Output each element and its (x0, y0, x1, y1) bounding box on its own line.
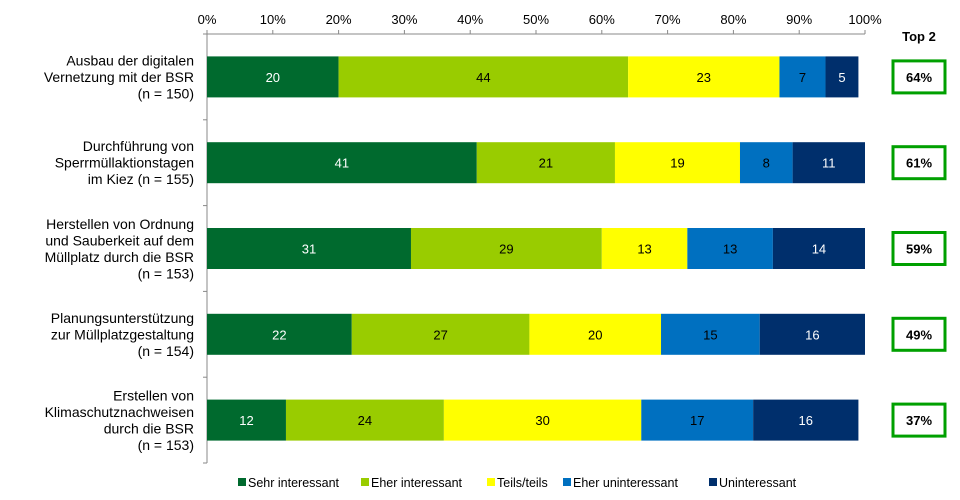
bar-data-label: 19 (670, 156, 684, 171)
bar-segment (351, 313, 530, 355)
bar-segment (628, 56, 780, 98)
x-tick-label: 0% (198, 12, 217, 27)
bar-segment (207, 228, 411, 269)
top2-box (891, 145, 947, 181)
bar-data-label: 20 (588, 327, 602, 342)
category-label: Durchführung von Sperrmüllaktionstagen im … (55, 138, 194, 187)
bar-segment (207, 56, 339, 98)
bar-segment (207, 399, 286, 441)
bar-segment (338, 56, 629, 98)
bar-segment (443, 399, 642, 441)
legend-swatch (563, 478, 571, 486)
bar-segment (661, 313, 760, 355)
legend-swatch (361, 478, 369, 486)
bar-segment (772, 228, 865, 269)
bar-data-label: 12 (239, 413, 253, 428)
bar-data-label: 15 (703, 327, 717, 342)
top2-box (891, 59, 947, 95)
x-tick-label: 100% (848, 12, 882, 27)
bar-segment (641, 399, 754, 441)
x-tick-label: 60% (589, 12, 615, 27)
bar-data-label: 16 (805, 327, 819, 342)
bar-data-label: 44 (476, 70, 490, 85)
bar-segment (410, 228, 602, 269)
x-tick-label: 10% (260, 12, 286, 27)
bar-data-label: 21 (539, 156, 553, 171)
bar-data-label: 14 (812, 242, 826, 257)
top2-title: Top 2 (902, 29, 936, 44)
bar-segment (825, 56, 859, 98)
category-label: Planungsunterstützung zur Müllplatzgestal… (51, 310, 194, 359)
x-tick-label: 40% (457, 12, 483, 27)
bar-data-label: 8 (763, 156, 770, 171)
category-label: Erstellen von Klimaschutznachweisen durch … (45, 387, 194, 453)
x-tick-label: 70% (655, 12, 681, 27)
bar-data-label: 5 (838, 70, 845, 85)
legend-label: Eher uninteressant (573, 476, 678, 490)
bar-segment (285, 399, 444, 441)
bar-segment (529, 313, 662, 355)
legend-swatch (238, 478, 246, 486)
bar-data-label: 20 (266, 70, 280, 85)
legend-label: Eher interessant (371, 476, 463, 490)
top2-value: 64% (906, 70, 932, 85)
legend-swatch (709, 478, 717, 486)
bar-data-label: 23 (697, 70, 711, 85)
bar-data-label: 30 (535, 413, 549, 428)
bar-segment (614, 142, 740, 184)
x-tick-label: 80% (720, 12, 746, 27)
top2-box (891, 402, 947, 438)
top2-value: 49% (906, 327, 932, 342)
bar-segment (739, 142, 793, 184)
bar-data-label: 16 (799, 413, 813, 428)
bar-segment (601, 228, 688, 269)
bar-segment (779, 56, 826, 98)
bar-segment (792, 142, 865, 184)
bar-data-label: 27 (433, 327, 447, 342)
bar-segment (759, 313, 865, 355)
top2-box (891, 231, 947, 266)
bar-data-label: 13 (637, 242, 651, 257)
legend-label: Sehr interessant (248, 476, 340, 490)
legend-label: Teils/teils (497, 476, 548, 490)
bar-segment (753, 399, 859, 441)
legend-swatch (487, 478, 495, 486)
bar-data-label: 41 (335, 156, 349, 171)
category-label: Ausbau der digitalen Vernetzung mit der B… (44, 52, 194, 101)
x-tick-label: 20% (326, 12, 352, 27)
x-tick-label: 90% (786, 12, 812, 27)
bar-data-label: 11 (822, 156, 836, 171)
bar-data-label: 17 (690, 413, 704, 428)
bar-data-label: 29 (499, 242, 513, 257)
top2-value: 59% (906, 242, 932, 257)
bar-data-label: 7 (799, 70, 806, 85)
bar-data-label: 13 (723, 242, 737, 257)
x-tick-label: 30% (391, 12, 417, 27)
bar-data-label: 22 (272, 327, 286, 342)
top2-value: 61% (906, 156, 932, 171)
bar-segment (687, 228, 773, 269)
legend-label: Uninteressant (719, 476, 797, 490)
bar-data-label: 24 (358, 413, 372, 428)
bar-segment (476, 142, 615, 184)
bar-data-label: 31 (302, 242, 316, 257)
category-label: Herstellen von Ordnung und Sauberkeit auf… (45, 216, 194, 282)
bar-segment (207, 142, 477, 184)
bar-segment (207, 313, 352, 355)
x-tick-label: 50% (523, 12, 549, 27)
top2-value: 37% (906, 413, 932, 428)
top2-box (891, 316, 947, 352)
